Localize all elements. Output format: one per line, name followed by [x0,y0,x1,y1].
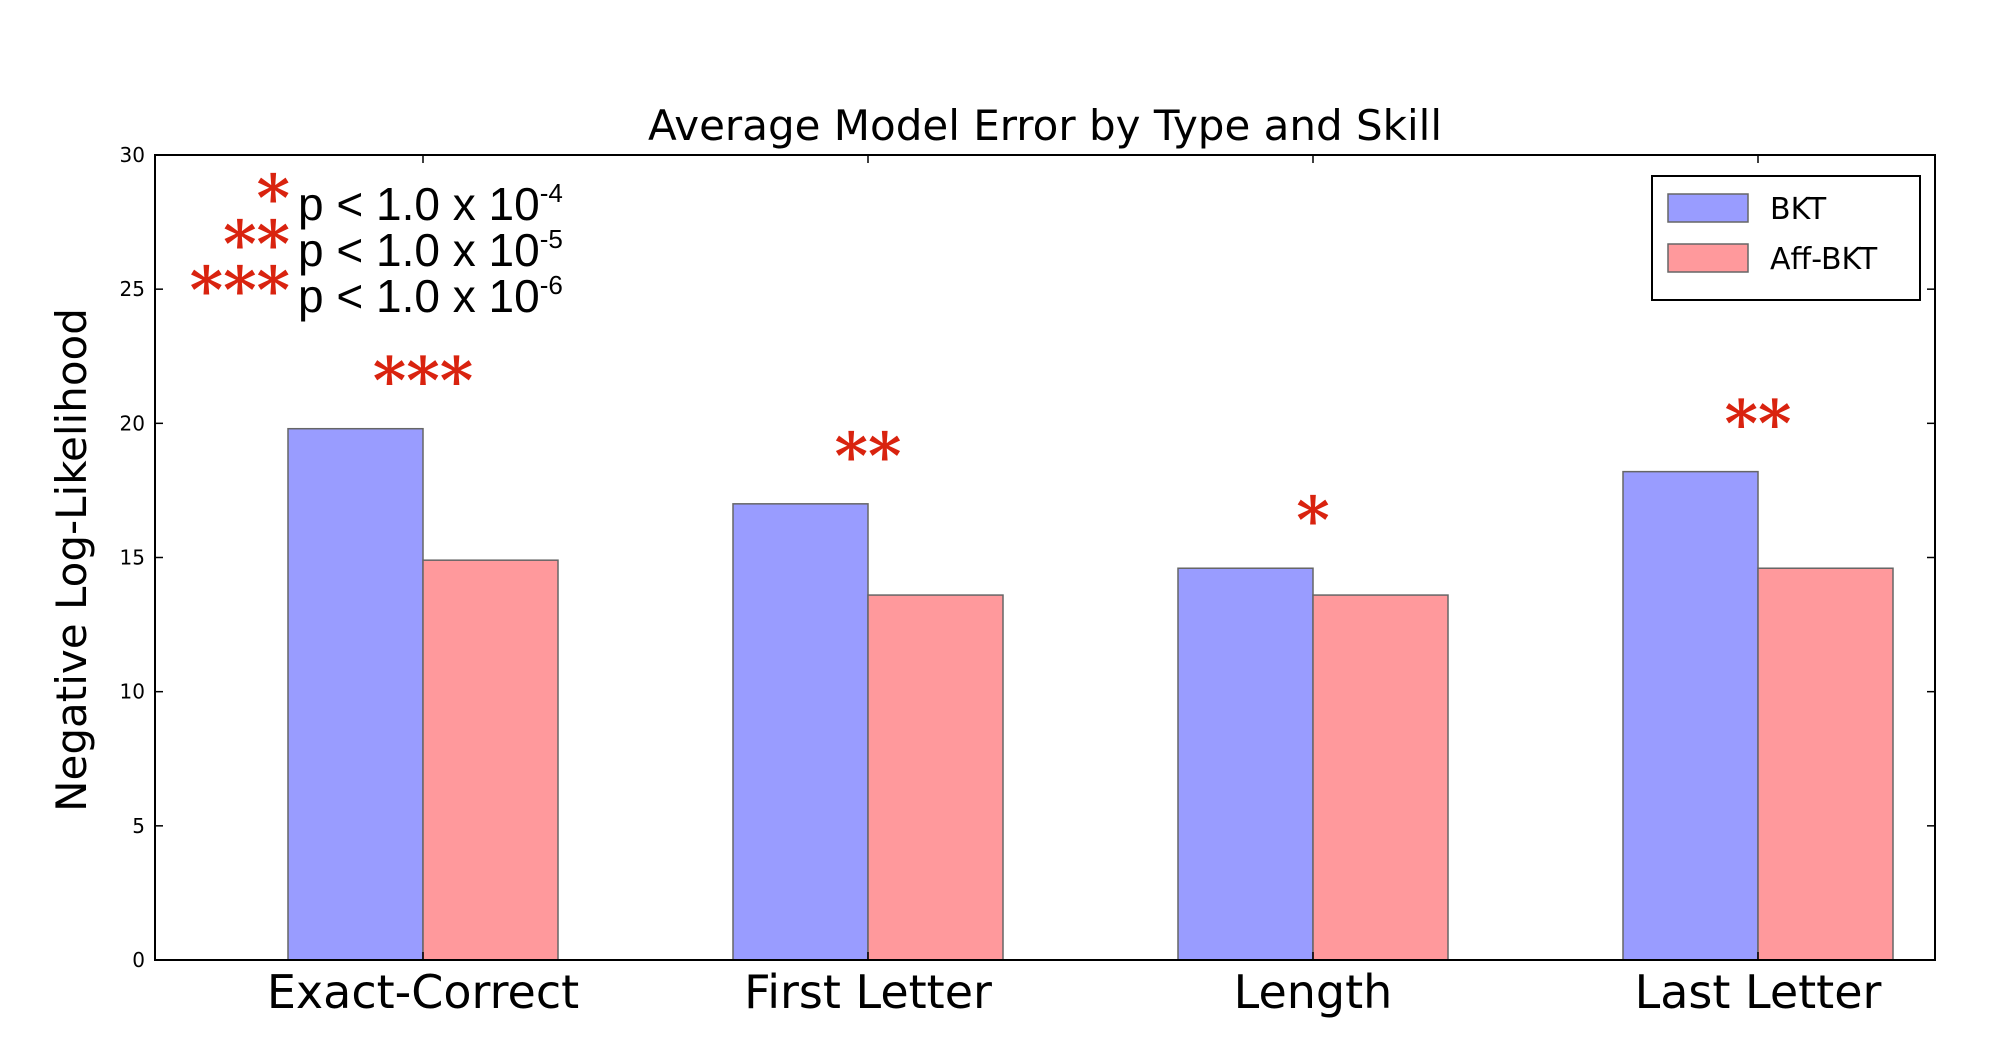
bar-aff-bkt-2 [1312,594,1449,961]
significance-stars: ******** [373,344,1792,559]
significance-legend-stars: * [257,161,290,236]
significance-legend-stars: *** [190,253,290,328]
significance-legend-exponent: -5 [540,224,563,254]
significance-legend-text: p < 1.0 x 10-4 [298,178,563,230]
bar-bkt-1 [732,503,869,961]
bars-layer [287,427,1894,961]
legend-label: Aff-BKT [1770,242,1878,277]
bar-bkt-0 [287,427,424,961]
y-axis-label: Negative Log-Likelihood [47,308,96,812]
significance-legend: * p < 1.0 x 10-4** p < 1.0 x 10-5*** p < 1.… [190,161,563,328]
significance-marker: ** [1725,387,1792,462]
y-tick-label: 15 [120,546,145,570]
bar-aff-bkt-0 [422,559,559,961]
ticks-layer: Exact-Correct First Letter Length Last Lett… [120,143,1935,1019]
legend-label: BKT [1770,192,1827,227]
legend: BKT Aff-BKT [1651,175,1921,301]
y-tick-label: 25 [120,277,145,301]
significance-marker: ** [835,419,902,494]
x-tick-label: Length [1234,965,1393,1019]
bar-bkt-3 [1622,470,1759,961]
bar-bkt-2 [1177,567,1314,961]
x-tick-label: Last Letter [1635,965,1882,1019]
y-tick-label: 10 [120,680,145,704]
significance-legend-stars: ** [223,207,290,282]
y-tick-label: 30 [120,143,145,167]
y-tick-label: 20 [120,411,145,435]
significance-legend-text: p < 1.0 x 10-6 [298,270,563,322]
plot-frame [154,154,1936,961]
significance-legend-exponent: -6 [540,270,563,300]
significance-legend-exponent: -4 [540,178,563,208]
significance-marker: *** [373,344,473,419]
significance-marker: * [1296,483,1329,558]
legend-swatch [1667,193,1749,223]
bar-aff-bkt-1 [867,594,1004,961]
y-tick-label: 0 [132,948,145,972]
significance-legend-text: p < 1.0 x 10-5 [298,224,563,276]
x-tick-label: Exact-Correct [267,965,579,1019]
legend-swatch [1667,243,1749,273]
bar-aff-bkt-3 [1757,567,1894,961]
chart-title: Average Model Error by Type and Skill [648,101,1442,150]
x-tick-label: First Letter [744,965,992,1019]
y-tick-label: 5 [132,814,145,838]
